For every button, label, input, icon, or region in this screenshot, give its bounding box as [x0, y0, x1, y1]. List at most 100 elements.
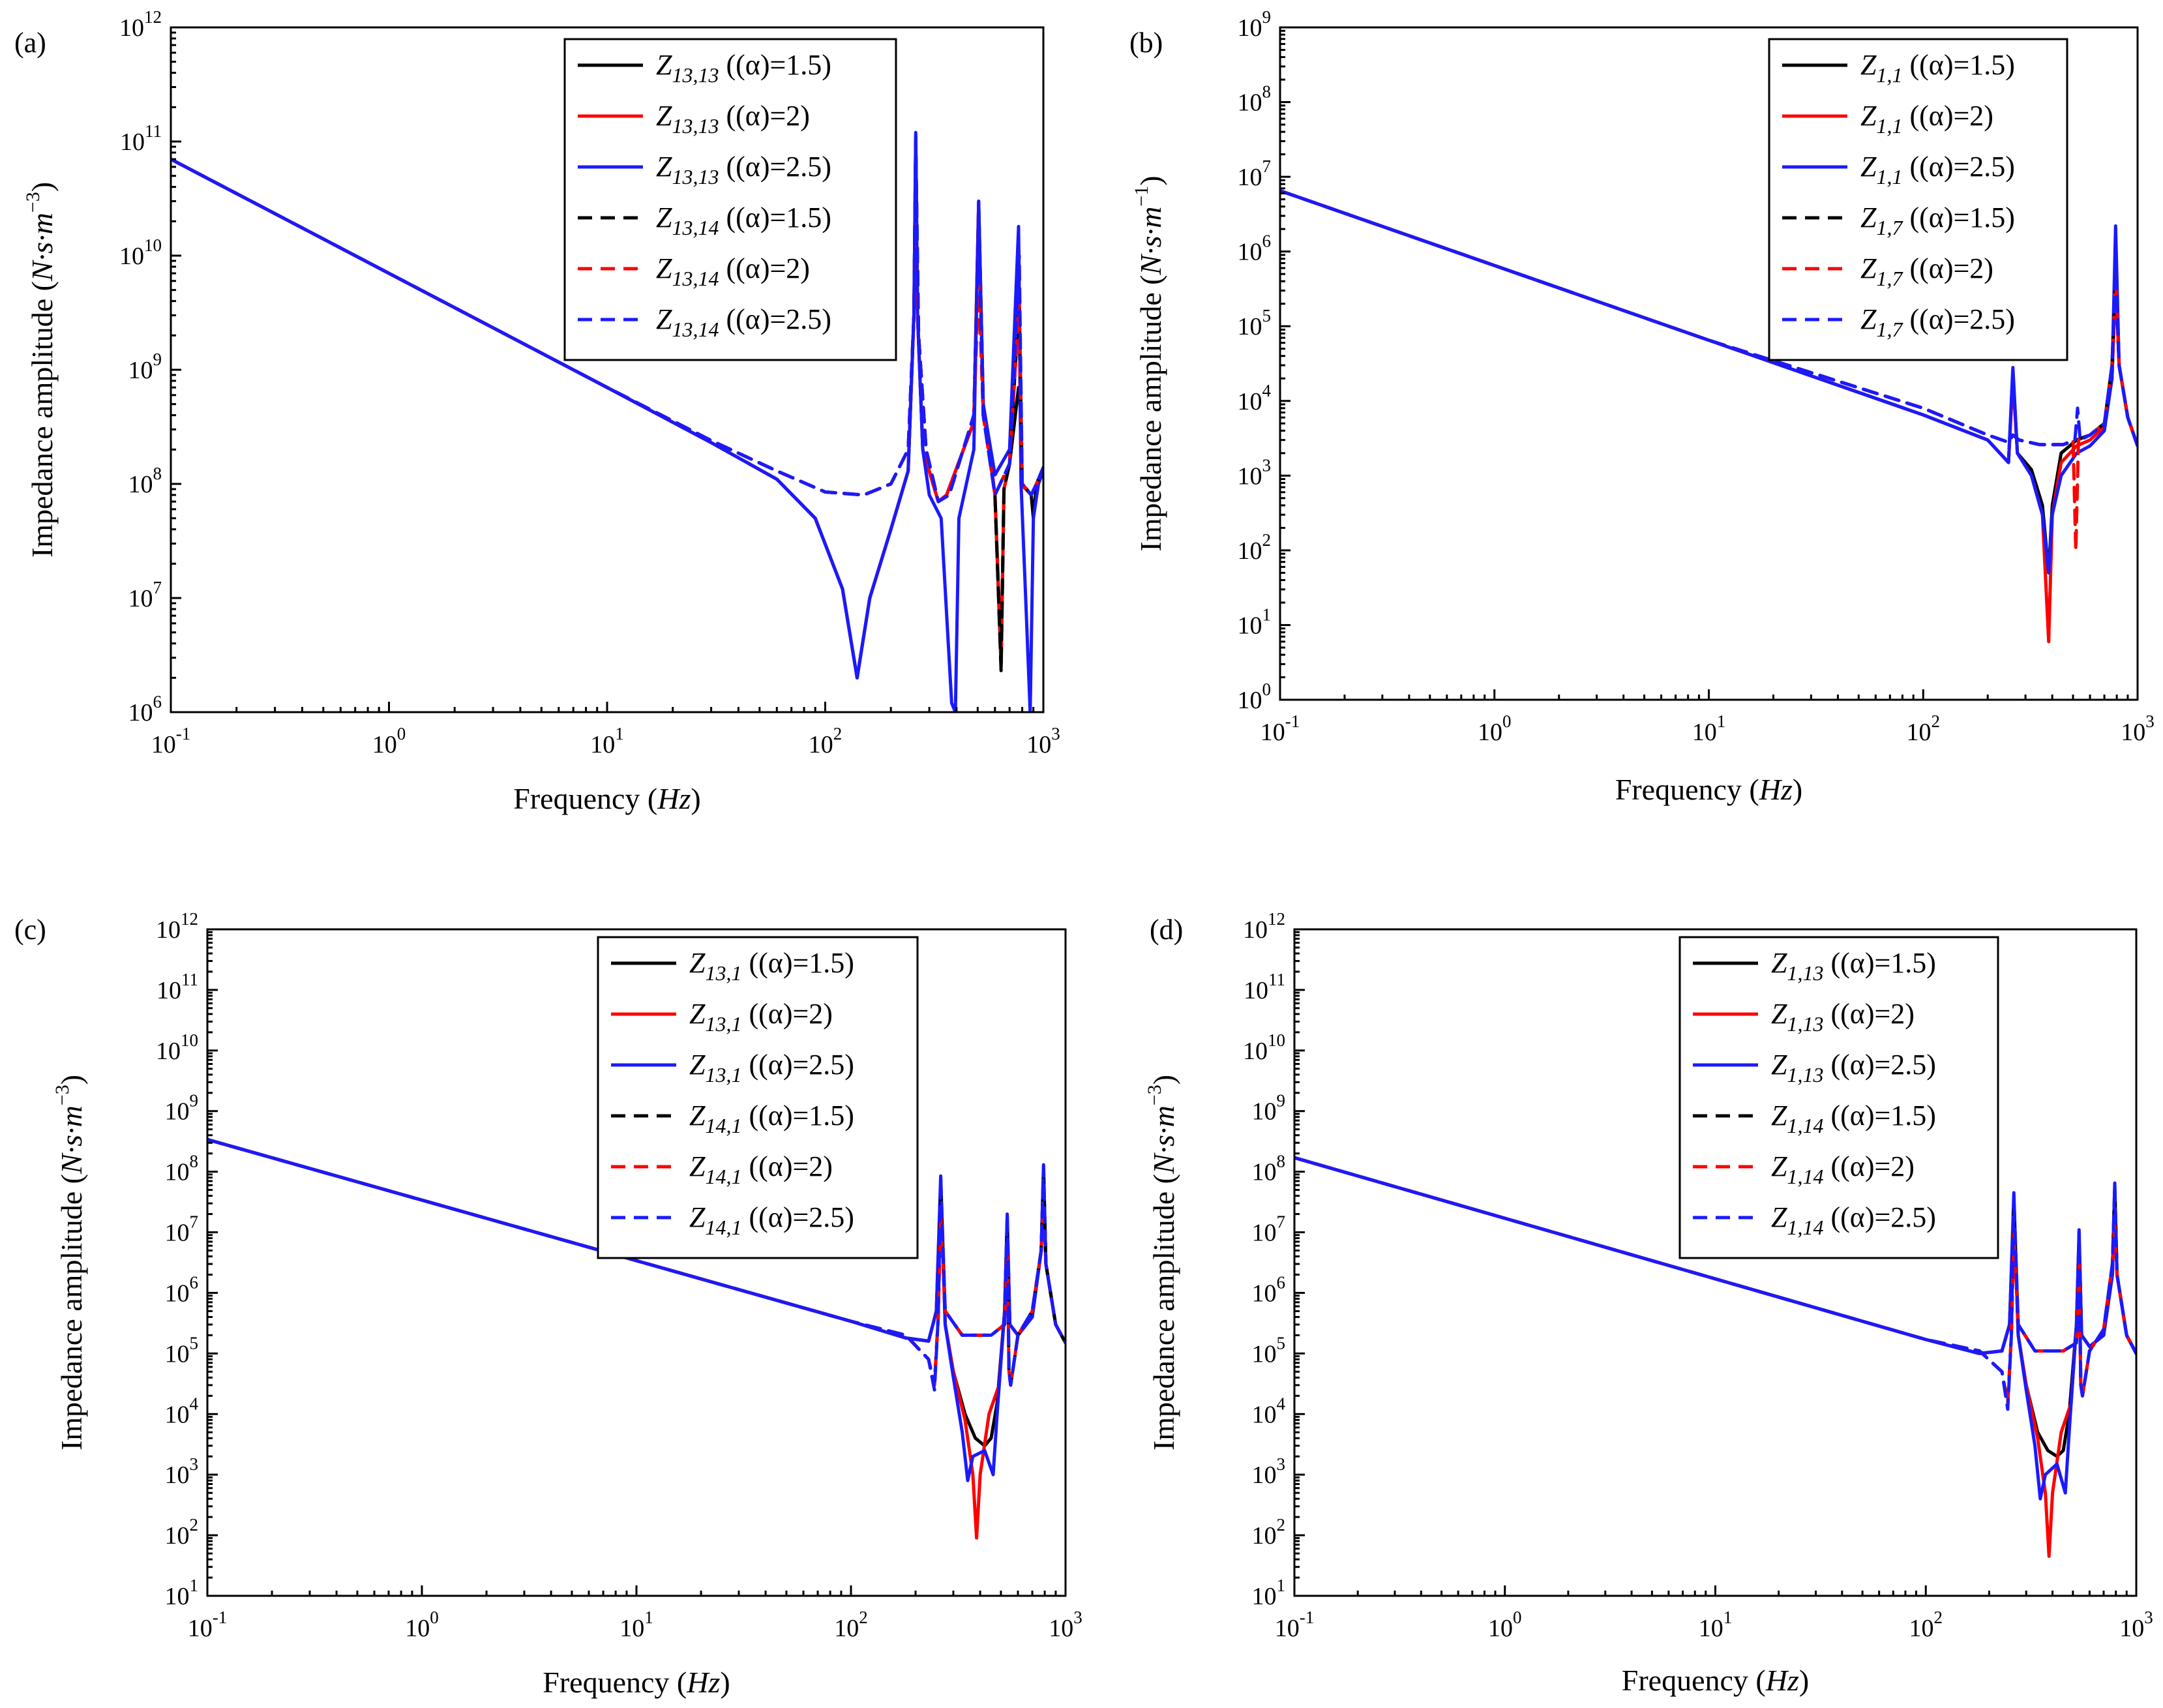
- x-tick-label: 102: [1909, 1608, 1943, 1642]
- panel-label: (b): [1129, 27, 1163, 59]
- x-tick-label: 103: [2121, 712, 2155, 746]
- legend: Z13,13 ((α)=1.5) Z13,13 ((α)=2) Z13,13 ((α…: [563, 38, 897, 361]
- y-tick-label: 104: [1252, 1394, 1286, 1428]
- legend: Z1,13 ((α)=1.5) Z1,13 ((α)=2) Z1,13 ((α)=2…: [1678, 936, 1999, 1259]
- panel-b: 10-1 100 101 102 103100101102103104105106107…: [1129, 7, 2155, 806]
- x-tick-label: 101: [619, 1608, 653, 1642]
- x-tick-label: 100: [405, 1608, 439, 1642]
- x-axis-label: Frequency (Hz): [513, 782, 700, 815]
- y-tick-label: 109: [1238, 7, 1272, 42]
- y-tick-label: 101: [165, 1576, 199, 1610]
- x-tick-label: 103: [1049, 1608, 1082, 1642]
- y-tick-label: 105: [1238, 306, 1272, 340]
- x-tick-label: 102: [834, 1608, 868, 1642]
- y-tick-label: 100: [1238, 680, 1272, 714]
- legend-entry-1: Z13,1 ((α)=1.5): [689, 947, 854, 985]
- y-tick-label: 108: [1238, 82, 1272, 117]
- x-tick-label: 102: [809, 724, 843, 758]
- panel-label: (c): [14, 914, 46, 946]
- y-tick-label: 102: [1238, 530, 1272, 565]
- y-tick-label: 1010: [1243, 1030, 1285, 1065]
- panel-c: 10-1 100 101 102 103 101 102 103 104 105 106 107 108…: [14, 909, 1082, 1699]
- legend-entry-4: Z14,1 ((α)=1.5): [689, 1100, 854, 1137]
- panel-a: 10-1 100 101 102 103 106 107 108 109 1010 1011 1012…: [14, 7, 1060, 815]
- y-tick-label: 102: [165, 1515, 199, 1550]
- series-line-6: [171, 140, 1043, 503]
- y-tick-label: 105: [165, 1333, 199, 1368]
- panel-label: (d): [1150, 914, 1183, 946]
- legend-entry-6: Z14,1 ((α)=2.5): [689, 1201, 854, 1239]
- legend-entry-2: Z1,13 ((α)=2): [1771, 998, 1915, 1036]
- x-tick-label: 101: [590, 724, 624, 758]
- series-line-6: [1294, 1156, 2136, 1411]
- y-tick-label: 106: [128, 692, 162, 727]
- x-tick-label: 101: [1692, 712, 1726, 746]
- y-tick-label: 101: [1238, 605, 1272, 639]
- y-tick-label: 104: [1238, 381, 1272, 415]
- y-tick-label: 109: [165, 1091, 199, 1126]
- y-tick-label: 1012: [156, 909, 198, 944]
- y-tick-label: 1012: [119, 7, 162, 42]
- y-tick-label: 108: [165, 1152, 199, 1186]
- y-tick-label: 1011: [157, 970, 198, 1004]
- y-tick-label: 108: [1252, 1152, 1286, 1186]
- y-tick-label: 103: [165, 1454, 199, 1489]
- y-tick-label: 106: [1238, 232, 1272, 266]
- y-tick-label: 1011: [1244, 970, 1285, 1004]
- x-axis-label: Frequency (Hz): [1622, 1664, 1809, 1697]
- legend-entry-5: Z1,7 ((α)=2): [1860, 252, 1993, 290]
- series-group: [171, 130, 1043, 712]
- x-axis-label: Frequency (Hz): [543, 1666, 730, 1699]
- series-group: [207, 1137, 1066, 1540]
- series-group: [1294, 1156, 2136, 1558]
- y-tick-label: 103: [1238, 455, 1272, 490]
- y-tick-label: 107: [128, 578, 162, 612]
- legend-entry-1: Z1,13 ((α)=1.5): [1771, 947, 1936, 985]
- y-tick-label: 1011: [120, 121, 162, 156]
- legend-entry-3: Z13,1 ((α)=2.5): [689, 1049, 854, 1086]
- legend-entry-3: Z1,1 ((α)=2.5): [1860, 151, 2015, 188]
- y-axis-label: Impedance amplitude (N·s·m−1): [1131, 175, 1167, 551]
- legend-entry-5: Z14,1 ((α)=2): [689, 1150, 833, 1188]
- y-tick-label: 109: [1252, 1091, 1286, 1126]
- series-group: [1280, 189, 2138, 644]
- legend-entry-2: Z1,1 ((α)=2): [1860, 100, 1993, 138]
- y-tick-label: 107: [165, 1212, 199, 1247]
- legend-entry-2: Z13,1 ((α)=2): [689, 998, 833, 1036]
- x-axis-label: Frequency (Hz): [1615, 773, 1802, 806]
- y-tick-label: 1012: [1243, 909, 1285, 944]
- legend-entry-5: Z1,14 ((α)=2): [1771, 1150, 1915, 1188]
- series-line-6: [1280, 189, 2138, 448]
- legend-entry-3: Z13,13 ((α)=2.5): [656, 151, 831, 188]
- series-line-6: [207, 1137, 1066, 1392]
- panel-d: 10-1 100 101 102 103 101 102 103 104 105 106 107 108…: [1144, 909, 2153, 1697]
- legend-entry-1: Z13,13 ((α)=1.5): [656, 49, 831, 87]
- legend-entry-6: Z1,14 ((α)=2.5): [1771, 1201, 1936, 1239]
- x-tick-label: 101: [1699, 1608, 1733, 1642]
- x-tick-label: 10-1: [188, 1608, 228, 1642]
- y-tick-label: 109: [128, 350, 162, 384]
- x-tick-label: 100: [1488, 1608, 1522, 1642]
- x-tick-label: 10-1: [151, 724, 191, 758]
- x-tick-label: 100: [372, 724, 406, 758]
- y-tick-label: 103: [1252, 1454, 1286, 1489]
- y-tick-label: 1010: [119, 235, 162, 270]
- legend-box: [597, 936, 919, 1259]
- legend-entry-3: Z1,13 ((α)=2.5): [1771, 1049, 1936, 1086]
- y-tick-label: 102: [1252, 1515, 1286, 1550]
- legend-entry-4: Z1,14 ((α)=1.5): [1771, 1100, 1936, 1137]
- x-tick-label: 103: [2119, 1608, 2153, 1642]
- legend-entry-5: Z13,14 ((α)=2): [656, 252, 810, 290]
- x-tick-label: 103: [1026, 724, 1060, 758]
- y-tick-label: 106: [165, 1272, 199, 1307]
- legend-entry-1: Z1,1 ((α)=1.5): [1860, 49, 2015, 87]
- panel-label: (a): [14, 27, 46, 59]
- legend-entry-2: Z13,13 ((α)=2): [656, 100, 810, 138]
- y-tick-label: 106: [1252, 1272, 1286, 1307]
- legend-box: [1678, 936, 1999, 1259]
- x-tick-label: 10-1: [1275, 1608, 1315, 1642]
- y-tick-label: 107: [1252, 1212, 1286, 1247]
- x-tick-label: 102: [1907, 712, 1941, 746]
- legend-box: [1768, 38, 2068, 361]
